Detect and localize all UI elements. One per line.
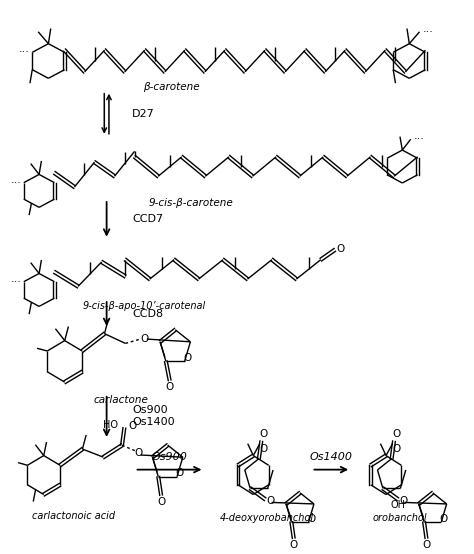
Text: Os1400: Os1400 xyxy=(132,417,175,427)
Text: O: O xyxy=(399,496,408,506)
Text: ···: ··· xyxy=(422,27,433,37)
Text: orobanchol: orobanchol xyxy=(373,514,427,524)
Text: O: O xyxy=(157,496,165,507)
Text: O: O xyxy=(259,429,268,439)
Text: ···: ··· xyxy=(10,276,21,287)
Text: OH: OH xyxy=(391,500,406,510)
Text: O: O xyxy=(128,422,137,432)
Text: O: O xyxy=(135,448,143,458)
Text: β-carotene: β-carotene xyxy=(144,82,200,92)
Text: ···: ··· xyxy=(10,178,21,188)
Text: HO: HO xyxy=(103,420,118,430)
Text: O: O xyxy=(259,444,268,454)
Text: O: O xyxy=(422,540,430,550)
Text: 9-cis-β-carotene: 9-cis-β-carotene xyxy=(148,198,233,208)
Text: O: O xyxy=(336,244,345,254)
Text: 9-cis-β-apo-10’-carotenal: 9-cis-β-apo-10’-carotenal xyxy=(82,301,206,311)
Text: O: O xyxy=(392,429,401,439)
Text: O: O xyxy=(165,382,174,392)
Text: O: O xyxy=(392,444,401,454)
Text: O: O xyxy=(440,515,448,525)
Text: Os900: Os900 xyxy=(132,405,168,415)
Text: ···: ··· xyxy=(19,47,30,57)
Text: O: O xyxy=(183,353,191,363)
Text: O: O xyxy=(266,496,275,506)
Text: 4-deoxyorobanchol: 4-deoxyorobanchol xyxy=(220,514,314,524)
Text: CCD7: CCD7 xyxy=(132,214,164,224)
Text: O: O xyxy=(176,469,184,479)
Text: Os1400: Os1400 xyxy=(310,452,353,462)
Text: carlactone: carlactone xyxy=(93,396,148,406)
Text: O: O xyxy=(307,515,315,525)
Text: O: O xyxy=(290,540,298,550)
Text: carlactonoic acid: carlactonoic acid xyxy=(32,511,116,521)
Text: D27: D27 xyxy=(132,109,155,119)
Text: O: O xyxy=(140,334,148,344)
Text: ···: ··· xyxy=(414,134,425,144)
Text: CCD8: CCD8 xyxy=(132,309,164,319)
Text: Os900: Os900 xyxy=(152,452,187,462)
